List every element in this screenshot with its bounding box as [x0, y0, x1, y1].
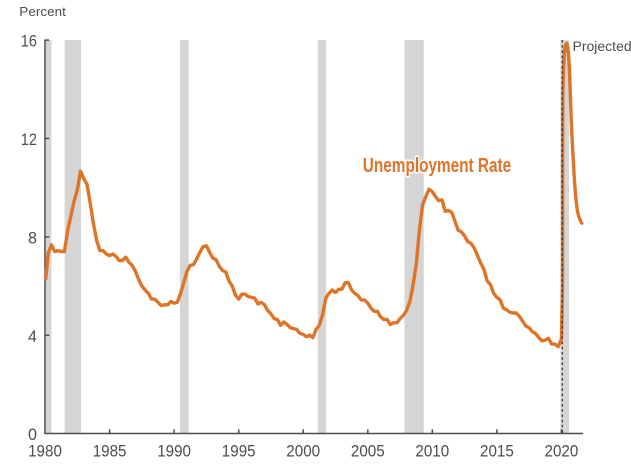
svg-text:16: 16: [21, 32, 37, 51]
svg-text:2010: 2010: [415, 441, 449, 460]
svg-text:2005: 2005: [351, 441, 385, 460]
svg-text:4: 4: [28, 327, 37, 346]
svg-text:Projected: Projected: [573, 38, 631, 54]
svg-text:12: 12: [21, 130, 37, 149]
svg-text:1985: 1985: [93, 441, 127, 460]
svg-text:2020: 2020: [545, 441, 579, 460]
svg-text:2015: 2015: [480, 441, 514, 460]
svg-text:Percent: Percent: [19, 4, 66, 19]
svg-text:8: 8: [28, 229, 37, 248]
svg-text:1995: 1995: [222, 441, 256, 460]
svg-text:1980: 1980: [28, 441, 62, 460]
svg-text:Unemployment Rate: Unemployment Rate: [363, 155, 511, 177]
svg-text:1990: 1990: [157, 441, 191, 460]
svg-text:2000: 2000: [286, 441, 320, 460]
